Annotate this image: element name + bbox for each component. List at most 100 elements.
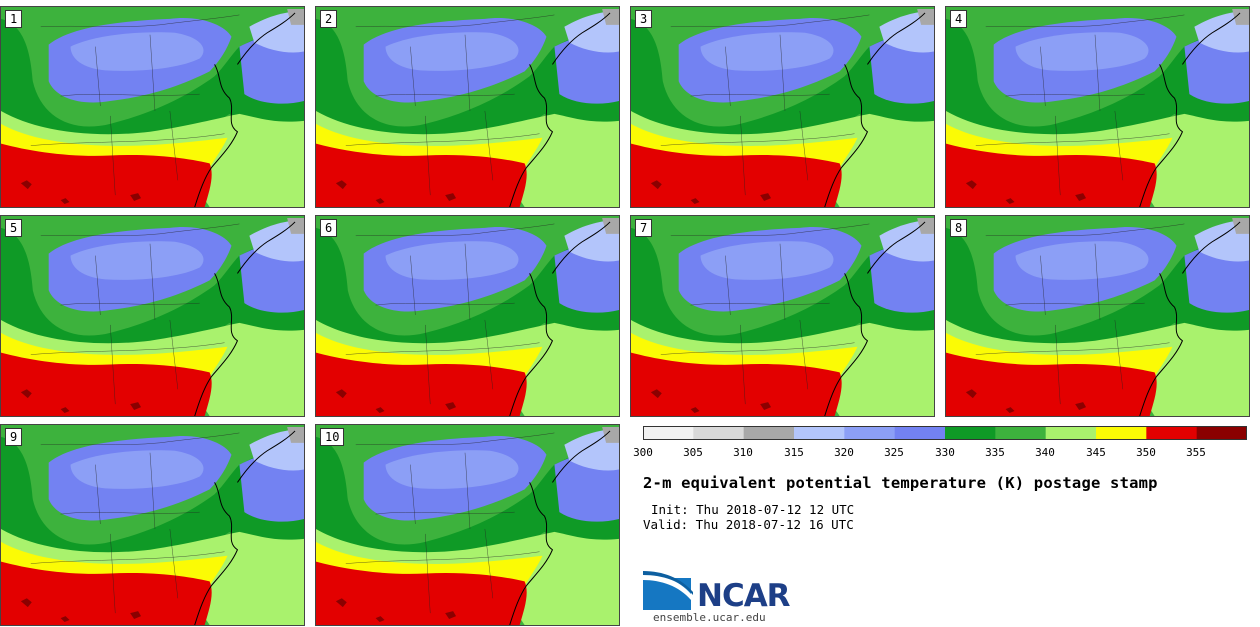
state-boundary-line [95,46,101,107]
map-member-10 [316,425,619,625]
stamp-panel-10[interactable]: 10 [315,424,620,626]
field-band-350 [631,143,842,207]
state-boundary-line [169,110,179,181]
map-member-3 [631,7,934,207]
state-boundary-line [799,110,809,181]
state-boundary-line [985,14,1185,28]
colorbar-tick-355: 355 [1186,446,1206,459]
field-band-350 [316,352,527,416]
state-boundary-line [985,223,1185,237]
state-boundary-line [375,511,515,515]
member-label-8: 8 [950,219,968,237]
coastline [509,64,554,207]
state-boundary-line [425,324,431,405]
state-boundary-line [670,223,870,237]
state-boundary-line [464,452,471,529]
colorbar-tick-345: 345 [1086,446,1106,459]
colorbar-segment-350 [1146,426,1198,440]
colorbar-segment-340 [1045,426,1097,440]
field-band-330 [1,227,304,351]
stamp-panel-6[interactable]: 6 [315,215,620,417]
field-band-350 [1,143,212,207]
state-boundary-line [375,302,515,306]
stamp-panel-1[interactable]: 1 [0,6,305,208]
northeast-coastline [237,12,296,65]
stamp-panel-2[interactable]: 2 [315,6,620,208]
northeast-coastline [237,430,296,483]
field-band-320 [70,450,204,489]
state-boundary-line [1040,255,1046,316]
field-band-310 [602,426,619,443]
stamp-panel-4[interactable]: 4 [945,6,1250,208]
ncar-logo-text: NCAR [697,578,791,614]
map-member-7 [631,216,934,416]
northeast-coastline [552,221,611,274]
state-boundary-line [410,464,416,525]
colorbar-segment-355 [1196,426,1247,440]
northeast-coastline [552,12,611,65]
state-boundary-line [484,528,494,599]
state-boundary-line [740,324,746,405]
state-boundary-line [484,319,494,390]
state-boundary-line [779,243,786,320]
state-boundary-line [975,133,1170,146]
coastline [194,273,239,416]
map-member-4 [946,7,1249,207]
field-band-320 [700,241,834,280]
state-boundary-line [30,342,225,355]
field-band-350 [316,143,527,207]
field-band-330 [316,227,619,351]
colorbar-segment-315 [794,426,845,440]
field-band-330 [1,436,304,560]
coastline [194,482,239,625]
coastline [824,273,869,416]
state-boundary-line [40,14,240,28]
member-label-2: 2 [320,10,338,28]
map-member-8 [946,216,1249,416]
state-boundary-line [1005,93,1145,97]
stamp-panel-3[interactable]: 3 [630,6,935,208]
field-band-320 [70,32,204,71]
colorbar-segment-320 [844,426,896,440]
northeast-coastline [867,12,926,65]
field-band-320 [385,450,519,489]
state-boundary-line [169,319,179,390]
colorbar-segment-345 [1096,426,1147,440]
coastline [509,482,554,625]
coastline [1139,64,1184,207]
state-boundary-line [60,302,200,306]
field-band-310 [1232,217,1249,234]
state-boundary-line [110,533,116,614]
state-boundary-line [60,93,200,97]
map-member-2 [316,7,619,207]
member-label-1: 1 [5,10,23,28]
state-boundary-line [1114,110,1124,181]
state-boundary-line [464,243,471,320]
field-band-330 [316,18,619,142]
stamp-panel-5[interactable]: 5 [0,215,305,417]
site-url: ensemble.ucar.edu [653,611,766,624]
coastline [1139,273,1184,416]
field-band-330 [946,18,1249,142]
colorbar-tick-325: 325 [884,446,904,459]
northeast-coastline [1182,12,1241,65]
state-boundary-line [110,115,116,196]
map-member-9 [1,425,304,625]
state-boundary-line [779,34,786,111]
stamp-panel-8[interactable]: 8 [945,215,1250,417]
colorbar-tick-330: 330 [935,446,955,459]
field-band-330 [631,227,934,351]
state-boundary-line [425,115,431,196]
state-boundary-line [1040,46,1046,107]
northeast-coastline [1182,221,1241,274]
state-boundary-line [355,14,555,28]
state-boundary-line [660,133,855,146]
stamp-panel-9[interactable]: 9 [0,424,305,626]
field-band-350 [946,352,1157,416]
coastline [824,64,869,207]
stamp-panel-7[interactable]: 7 [630,215,935,417]
state-boundary-line [40,223,240,237]
state-boundary-line [149,243,156,320]
coastline [194,64,239,207]
colorbar-tick-350: 350 [1136,446,1156,459]
